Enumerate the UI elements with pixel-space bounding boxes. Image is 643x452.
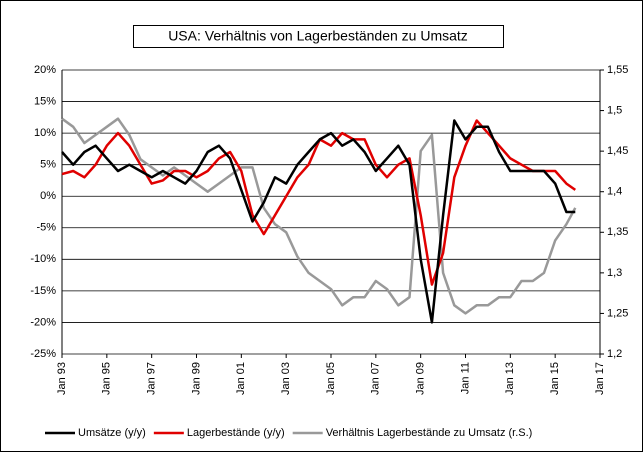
x-tick-label: Jan 07	[370, 362, 382, 395]
x-tick-label: Jan 17	[594, 362, 606, 395]
x-tick-label: Jan 15	[549, 362, 561, 395]
y2-tick-label: 1,5	[607, 104, 622, 116]
y-tick-label: 20%	[34, 64, 56, 76]
y-tick-label: 0%	[40, 190, 56, 202]
y-tick-label: -10%	[30, 253, 56, 265]
y2-tick-label: 1,3	[607, 267, 622, 279]
data-line	[61, 119, 576, 324]
x-tick-label: Jan 13	[504, 362, 516, 395]
y2-tick-label: 1,45	[607, 145, 628, 157]
data-line	[61, 117, 577, 315]
y2-tick-label: 1,25	[607, 307, 628, 319]
x-tick-label: Jan 01	[235, 362, 247, 395]
x-tick-label: Jan 93	[56, 362, 68, 395]
x-tick-label: Jan 05	[325, 362, 337, 395]
y-tick-label: -20%	[30, 316, 56, 328]
legend-label: Lagerbestände (y/y)	[187, 427, 285, 439]
chart-title: USA: Verhältnis von Lagerbeständen zu Um…	[168, 28, 468, 44]
y-tick-label: -25%	[30, 348, 56, 360]
y2-tick-label: 1,4	[607, 186, 622, 198]
x-tick-label: Jan 95	[101, 362, 113, 395]
y2-tick-label: 1,35	[607, 226, 628, 238]
y2-tick-label: 1,55	[607, 64, 628, 76]
legend-label: Verhältnis Lagerbestände zu Umsatz (r.S.…	[326, 427, 533, 439]
y-tick-label: 5%	[40, 159, 56, 171]
x-tick-label: Jan 11	[459, 362, 471, 394]
x-tick-label: Jan 03	[280, 362, 292, 395]
y-tick-label: 10%	[34, 127, 56, 139]
legend-label: Umsätze (y/y)	[78, 427, 146, 439]
x-tick-label: Jan 99	[190, 362, 202, 395]
y-tick-label: -5%	[36, 222, 56, 234]
title-box	[133, 25, 504, 48]
x-tick-label: Jan 97	[146, 362, 158, 395]
y-tick-label: -15%	[30, 285, 56, 297]
x-tick-label: Jan 09	[415, 362, 427, 395]
y2-tick-label: 1,2	[607, 348, 622, 360]
y-tick-label: 15%	[34, 95, 56, 107]
